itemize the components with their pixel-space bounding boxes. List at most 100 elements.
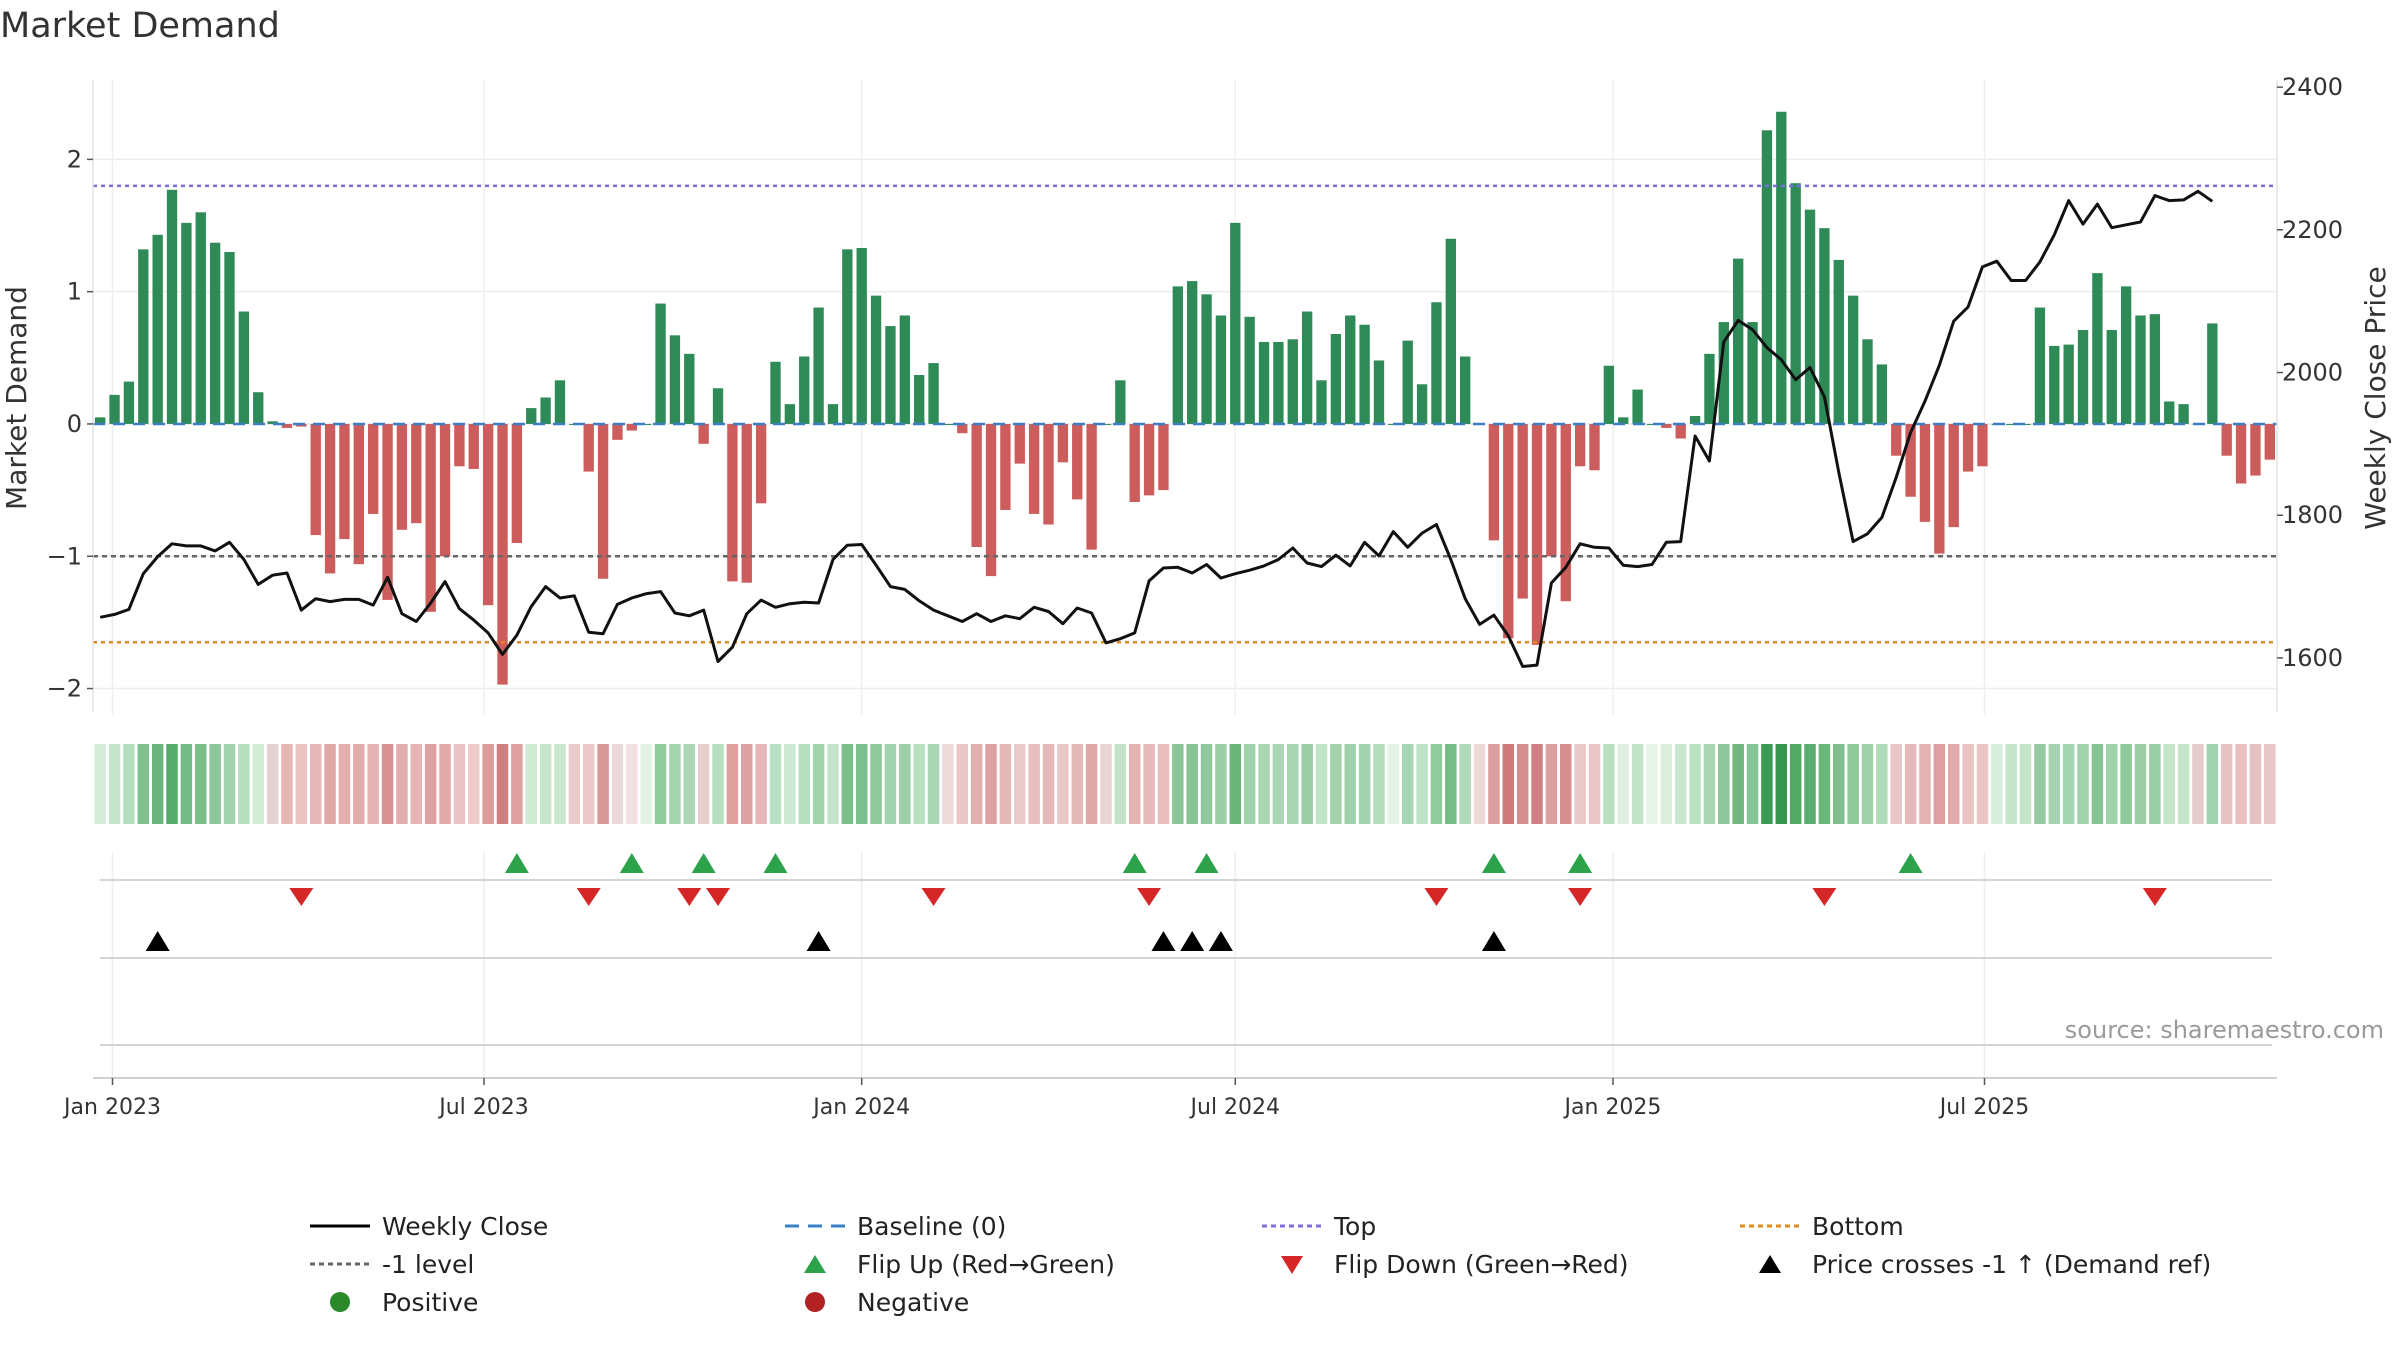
gridlines	[93, 80, 2277, 1078]
heat-cell	[2206, 744, 2219, 824]
heat-cell	[1488, 744, 1500, 824]
heat-cell	[209, 744, 221, 824]
right-tick-label: 1600	[2282, 644, 2343, 672]
heat-cell	[626, 744, 638, 824]
reference-lines	[93, 184, 2277, 644]
heat-cell	[1502, 744, 1515, 824]
heat-cell	[1919, 744, 1931, 824]
heat-cell	[496, 744, 509, 824]
heat-cell	[1718, 744, 1730, 824]
price-cross-marker	[1151, 931, 1176, 951]
demand-bar	[1718, 322, 1729, 424]
demand-bar	[1574, 423, 1586, 467]
demand-bar	[396, 423, 408, 530]
heat-cell	[1373, 744, 1385, 824]
heat-cell	[1100, 744, 1112, 824]
demand-bar	[1646, 423, 1658, 425]
price-line-group	[99, 189, 2214, 668]
flip-down-marker	[1137, 888, 1162, 906]
demand-bar	[1891, 423, 1902, 456]
demand-bar	[942, 423, 954, 425]
demand-bar	[684, 353, 695, 424]
heat-cell	[755, 744, 767, 824]
flip-up-marker	[619, 853, 644, 873]
heat-cell	[913, 744, 925, 824]
heat-cell	[1689, 744, 1701, 824]
heat-cell	[741, 744, 753, 824]
demand-bar	[784, 404, 796, 424]
heat-cell	[1904, 744, 1917, 824]
legend-item: Top	[1262, 1212, 1376, 1241]
heat-cell	[1114, 744, 1127, 824]
heat-cell	[1560, 744, 1572, 824]
heat-cell	[554, 744, 566, 824]
heat-cell	[597, 744, 609, 824]
heat-cell	[223, 744, 236, 824]
heat-cell	[1315, 744, 1328, 824]
demand-bar	[1072, 423, 1083, 500]
heat-cell	[525, 744, 537, 824]
demand-bar	[827, 404, 839, 424]
heat-cell	[1775, 744, 1788, 824]
heat-cell	[410, 744, 423, 824]
demand-bar	[1258, 341, 1270, 424]
heat-cell	[2005, 744, 2017, 824]
demand-bar	[123, 381, 135, 424]
demand-bar	[224, 251, 235, 424]
demand-bar	[1546, 423, 1557, 557]
heat-cell	[195, 744, 207, 824]
demand-bar	[166, 189, 178, 424]
right-axis-label: Weekly Close Price	[2359, 266, 2392, 529]
demand-bar	[1833, 259, 1844, 424]
heat-cell	[1229, 744, 1242, 824]
heat-cell	[712, 744, 724, 824]
heat-cell	[1157, 744, 1170, 824]
left-tick-label: −1	[47, 542, 82, 570]
flip-down-marker	[2142, 888, 2167, 906]
heat-cell	[396, 744, 408, 824]
legend-swatch	[1759, 1255, 1781, 1273]
demand-bar	[1287, 339, 1298, 424]
price-cross-marker	[145, 931, 170, 951]
flip-down-marker	[921, 888, 946, 906]
heat-cell	[2177, 744, 2190, 824]
heat-cell	[1703, 744, 1716, 824]
price-line	[99, 189, 2214, 668]
right-tick-label: 2400	[2282, 73, 2343, 101]
flip-up-marker	[1122, 853, 1147, 873]
demand-bar	[928, 363, 939, 424]
heat-cell	[482, 744, 494, 824]
flip-up-marker	[1898, 853, 1923, 873]
heat-cell	[1847, 744, 1859, 824]
demand-bar	[2049, 345, 2060, 424]
demand-bar	[2235, 423, 2247, 484]
demand-bar	[1330, 334, 1342, 424]
heat-cell	[1804, 744, 1816, 824]
left-tick-label: 1	[67, 278, 82, 306]
demand-bar	[698, 423, 709, 444]
heat-cell	[640, 744, 652, 824]
demand-bar	[209, 242, 221, 424]
demand-bar	[1273, 341, 1284, 424]
heat-cell	[683, 744, 696, 824]
left-tick-label: −2	[47, 675, 82, 703]
demand-bar	[353, 423, 364, 565]
demand-bar	[842, 249, 853, 424]
heat-cell	[1646, 744, 1658, 824]
legend-item: Positive	[330, 1288, 478, 1317]
legend-label: Top	[1333, 1212, 1376, 1241]
heat-cell	[180, 744, 193, 824]
heat-cell	[381, 744, 394, 824]
heat-cell	[1014, 744, 1026, 824]
heat-cell	[367, 744, 379, 824]
heat-cell	[1761, 744, 1773, 824]
demand-bar	[971, 423, 982, 547]
heat-cell	[1330, 744, 1342, 824]
flip-down-marker	[1424, 888, 1449, 906]
heat-cell	[1531, 744, 1543, 824]
legend-label: Baseline (0)	[857, 1212, 1006, 1241]
demand-bar	[1158, 423, 1169, 491]
legend-item: -1 level	[310, 1250, 474, 1279]
demand-bar	[109, 394, 120, 424]
heat-cell	[1545, 744, 1558, 824]
